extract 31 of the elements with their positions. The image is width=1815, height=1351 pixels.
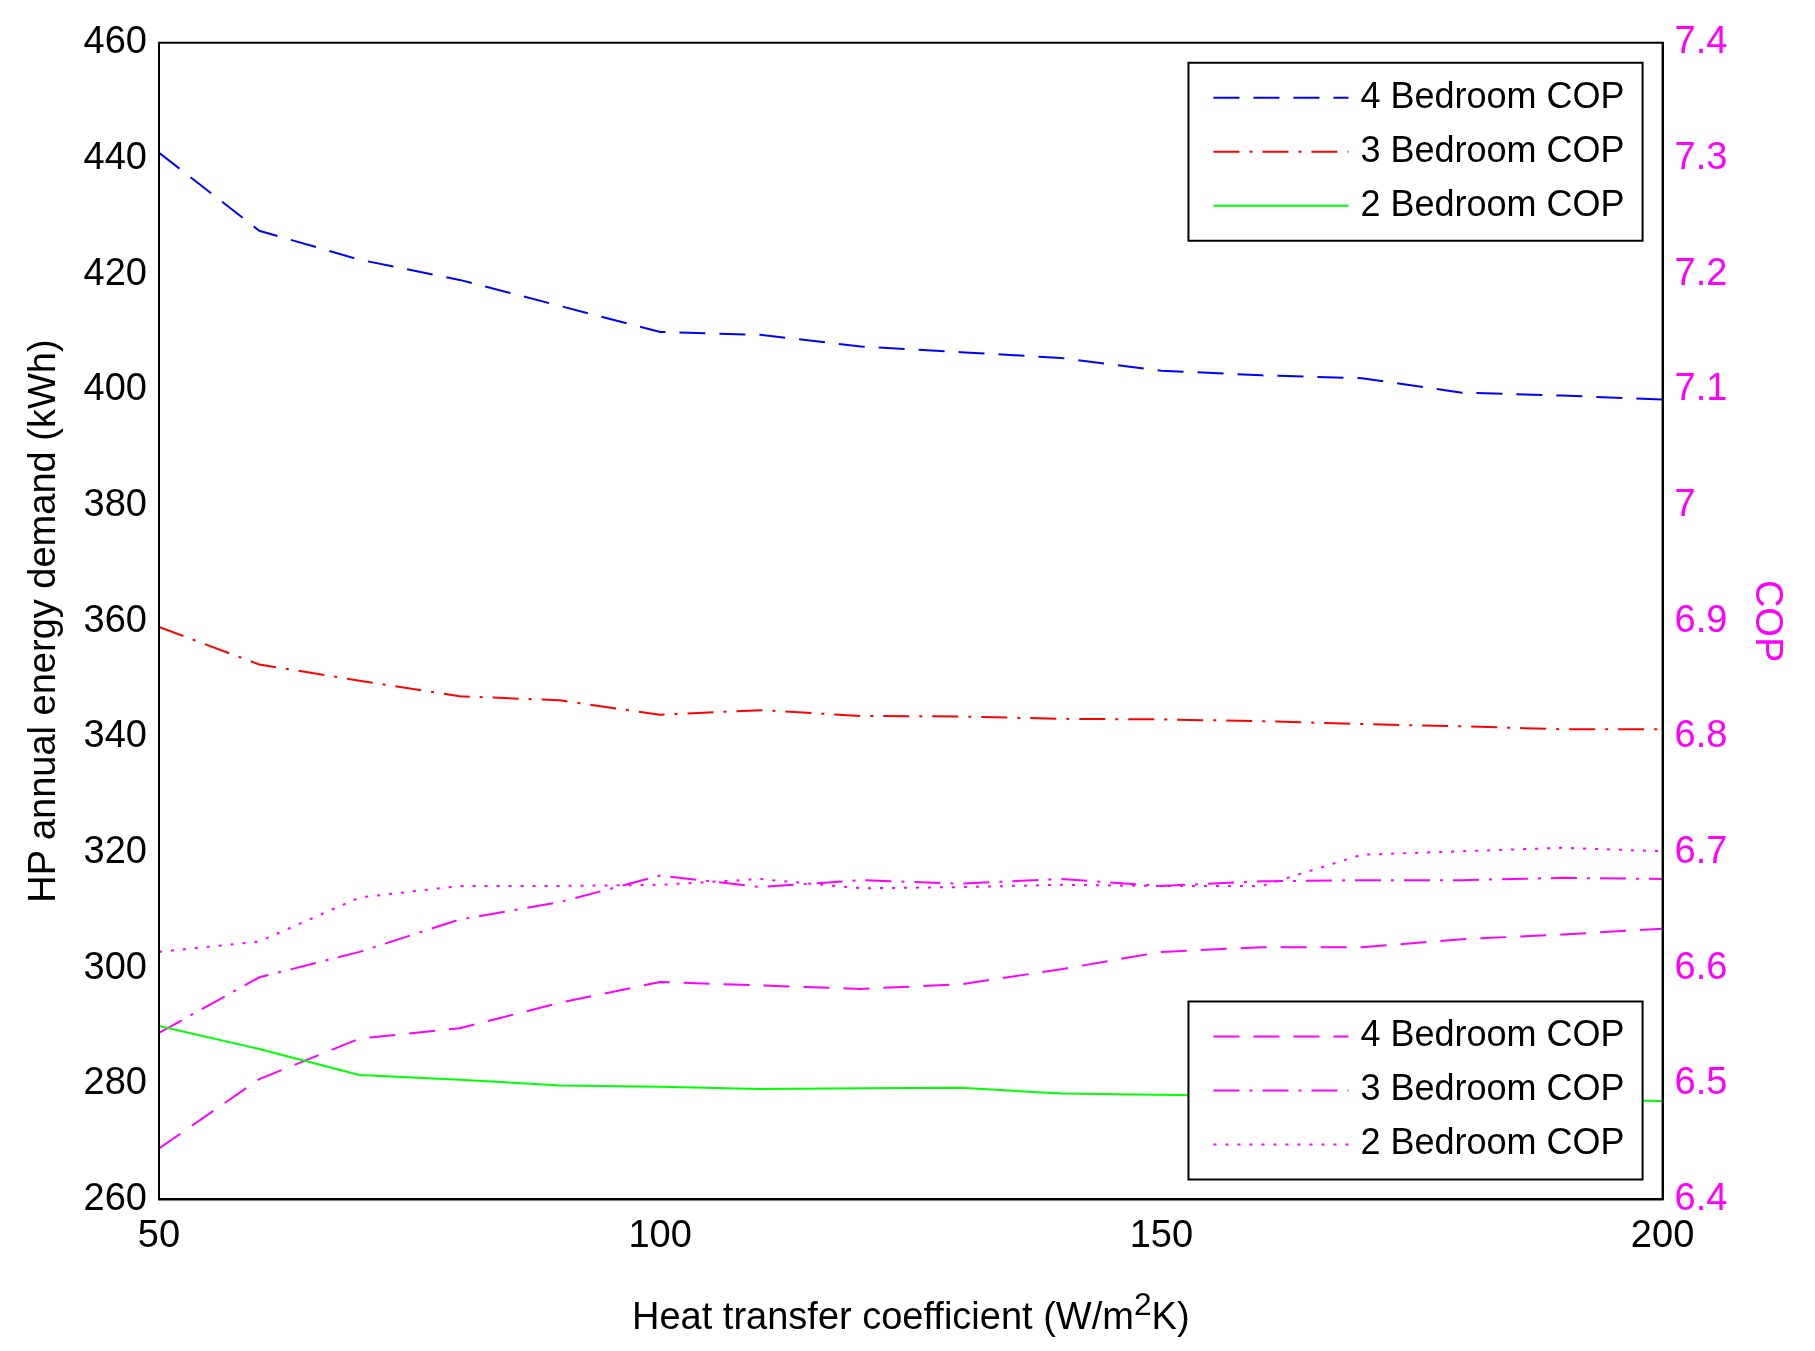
y2-tick-label: 6.6 bbox=[1674, 944, 1728, 987]
y-tick-label: 360 bbox=[83, 597, 147, 640]
y-tick-label: 300 bbox=[83, 944, 147, 987]
y-tick-label: 400 bbox=[83, 366, 147, 409]
y2-tick-label: 7.2 bbox=[1674, 250, 1728, 293]
y-tick-label: 340 bbox=[83, 713, 147, 756]
legend-label: 3 Bedroom COP bbox=[1360, 128, 1625, 170]
y2-tick-label: 6.9 bbox=[1674, 597, 1728, 640]
x-axis-title: Heat transfer coefficient (W/m$^{2}$K) bbox=[632, 1286, 1190, 1338]
y-tick-label: 280 bbox=[83, 1060, 147, 1103]
y2-tick-label: 7.4 bbox=[1674, 19, 1728, 62]
y-axis-title: HP annual energy demand (kWh) bbox=[21, 339, 64, 903]
y2-tick-label: 6.5 bbox=[1674, 1060, 1728, 1103]
y2-tick-label: 7 bbox=[1674, 481, 1696, 524]
legend-label: 2 Bedroom COP bbox=[1360, 1121, 1625, 1163]
y2-tick-label: 7.1 bbox=[1674, 366, 1728, 409]
legend-label: 4 Bedroom COP bbox=[1360, 1013, 1625, 1055]
legend-label: 4 Bedroom COP bbox=[1360, 74, 1625, 116]
y-tick-label: 380 bbox=[83, 481, 147, 524]
y-tick-label: 460 bbox=[83, 19, 147, 62]
y2-axis-title: COP bbox=[1747, 579, 1790, 663]
y-tick-label: 440 bbox=[83, 134, 147, 177]
y2-tick-label: 6.8 bbox=[1674, 713, 1728, 756]
x-tick-label: 100 bbox=[628, 1212, 692, 1255]
y2-tick-label: 6.7 bbox=[1674, 828, 1728, 871]
legend-label: 3 Bedroom COP bbox=[1360, 1067, 1625, 1109]
y-tick-label: 320 bbox=[83, 828, 147, 871]
y2-tick-label: 7.3 bbox=[1674, 134, 1728, 177]
y-tick-label: 420 bbox=[83, 250, 147, 293]
legend-label: 2 Bedroom COP bbox=[1360, 182, 1625, 224]
x-tick-label: 150 bbox=[1129, 1212, 1194, 1255]
